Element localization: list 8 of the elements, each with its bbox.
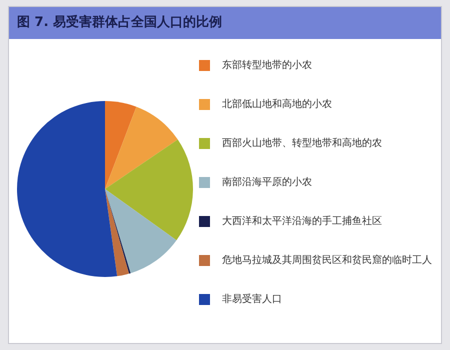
legend-label: 危地马拉城及其周围贫民区和贫民窟的临时工人	[222, 254, 432, 267]
legend-label: 西部火山地带、转型地带和高地的农	[222, 137, 382, 150]
legend-label: 非易受害人口	[222, 293, 282, 306]
legend-label: 北部低山地和高地的小农	[222, 98, 332, 111]
chart-title: 图 7. 易受害群体占全国人口的比例	[9, 7, 441, 39]
legend-label: 大西洋和太平洋沿海的手工捕鱼社区	[222, 215, 382, 228]
legend-label: 南部沿海平原的小农	[222, 176, 312, 189]
legend-label: 东部转型地带的小农	[222, 59, 312, 72]
